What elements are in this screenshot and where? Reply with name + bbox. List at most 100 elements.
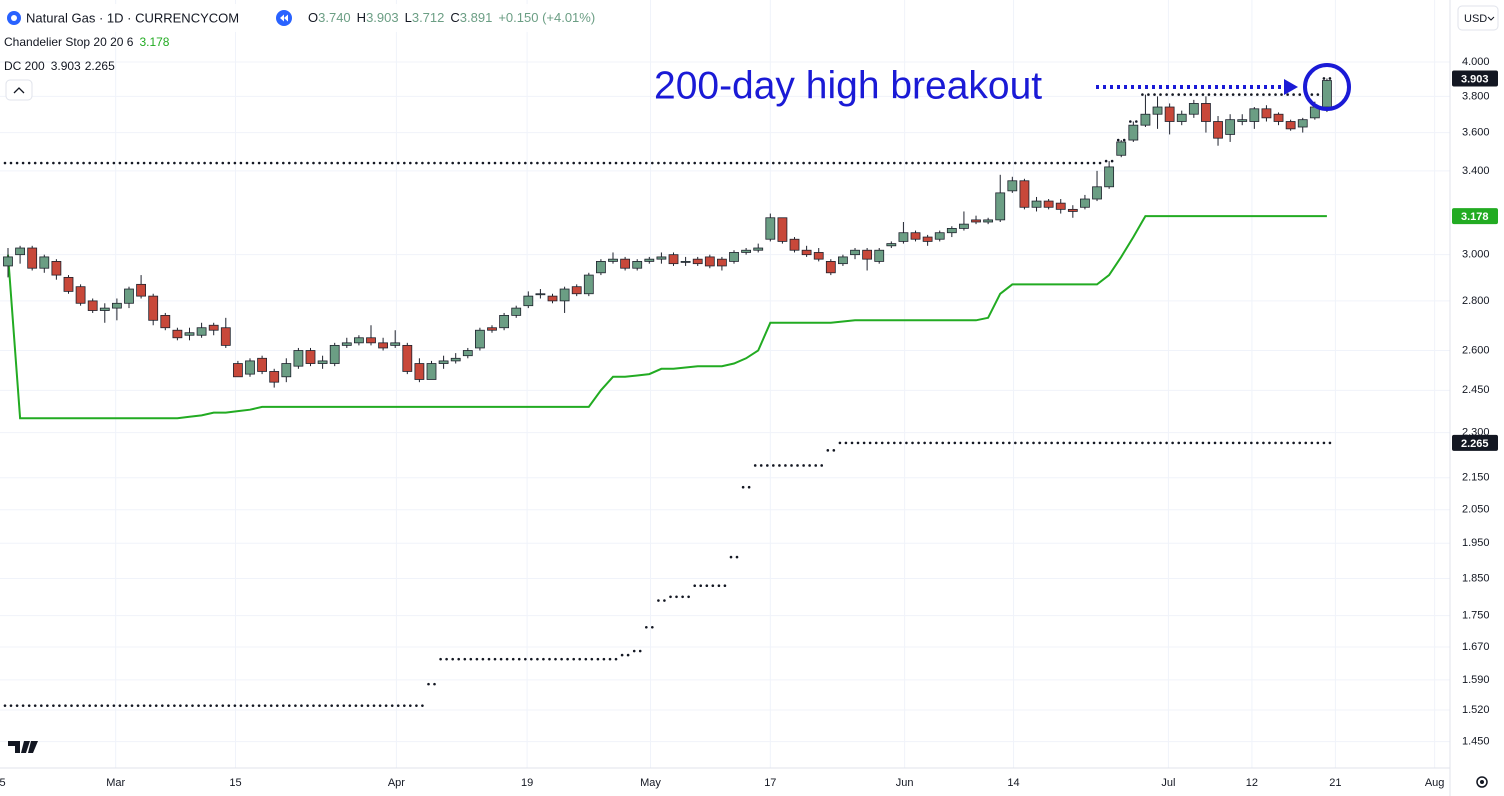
ohlc-value: +0.150 (+4.01%) <box>498 10 595 25</box>
indicator-dot <box>505 161 509 165</box>
currency-button[interactable] <box>1457 5 1499 31</box>
indicator-dot <box>1237 441 1241 445</box>
indicator-dot <box>64 161 67 165</box>
indicator-dot <box>421 704 424 707</box>
indicator-dot <box>1189 93 1193 96</box>
candle-body <box>329 344 340 364</box>
indicator-dot <box>711 584 715 588</box>
indicator-dot <box>1201 93 1205 96</box>
indicator-dot <box>499 657 503 661</box>
candle-body <box>971 219 981 223</box>
indicator-dot <box>1008 441 1011 445</box>
indicator-dot <box>1080 161 1084 165</box>
candle-body <box>825 261 836 274</box>
indicator-dot <box>989 441 993 445</box>
indicator-dot <box>257 161 261 165</box>
indicator-dot <box>118 161 122 165</box>
indicator-dot <box>94 161 97 165</box>
indicator-dot <box>281 704 285 707</box>
indicator-dot <box>487 657 491 661</box>
indicator-dot <box>1219 93 1223 96</box>
indicator-dot <box>1062 441 1066 445</box>
indicator-dot <box>1092 161 1096 165</box>
indicator-dot <box>58 161 61 165</box>
indicator-dot <box>772 464 775 467</box>
indicator-dot <box>451 161 455 165</box>
indicator-dot <box>1056 441 1060 445</box>
indicator-dot <box>348 704 352 707</box>
indicator-dot <box>850 161 854 165</box>
indicator-dot <box>445 161 448 165</box>
candle-body <box>63 276 74 292</box>
indicator-dot <box>415 704 418 707</box>
candle-body <box>184 332 195 336</box>
indicator-dot <box>354 161 358 165</box>
indicator-dot <box>602 161 606 165</box>
x-tick-label: 14 <box>1007 777 1019 789</box>
indicator-dot <box>427 682 430 686</box>
candle-body <box>717 258 727 267</box>
collapse-icon <box>13 87 25 94</box>
settings-icon <box>1480 780 1484 784</box>
candle-body <box>232 363 243 378</box>
indicator-dot <box>693 161 697 165</box>
candle-body <box>75 286 86 304</box>
indicator-dot <box>1243 441 1247 445</box>
x-tick-label: Mar <box>106 777 125 789</box>
candle-body <box>535 293 546 296</box>
candle-body <box>3 256 13 267</box>
indicator-legend: DC 200 3.903 2.265 <box>4 59 115 73</box>
indicator-dot <box>838 161 842 165</box>
indicator-dot <box>826 449 830 452</box>
indicator-dot <box>1098 441 1102 445</box>
indicator-dot <box>1213 93 1217 96</box>
candle-body <box>462 350 473 357</box>
indicator-dot <box>941 161 945 165</box>
indicator-dot <box>657 599 660 602</box>
indicator-dot <box>27 161 31 165</box>
indicator-dot <box>832 449 836 452</box>
candle-body <box>438 360 449 364</box>
indicator-dot <box>312 704 315 707</box>
indicator-dot <box>1074 161 1078 165</box>
indicator-dot <box>1328 441 1332 445</box>
indicator-dot <box>372 704 376 707</box>
indicator-dot <box>384 161 388 165</box>
candle-body <box>934 232 945 240</box>
indicator-dot <box>681 595 684 599</box>
indicator-dot <box>511 161 515 165</box>
indicator-dot <box>1268 441 1271 445</box>
indicator-dot <box>294 161 297 165</box>
collapse-button[interactable] <box>5 79 33 101</box>
indicator-dot <box>142 161 146 165</box>
settings-button[interactable] <box>1476 776 1488 788</box>
indicator-dot <box>1195 441 1199 445</box>
indicator-dot <box>1104 159 1108 163</box>
indicator-dot <box>191 704 194 707</box>
indicator-dot <box>1159 441 1162 445</box>
indicator-dot <box>1032 161 1035 165</box>
indicator-dot <box>1171 441 1174 445</box>
indicator-dot <box>257 704 261 707</box>
indicator-dot <box>844 441 848 445</box>
indicator-dot <box>856 161 860 165</box>
indicator-dot <box>1310 93 1314 96</box>
ohlc-value: 3.903 <box>366 10 399 25</box>
indicator-dot <box>433 161 436 165</box>
candle-body <box>220 327 231 346</box>
indicator-dot <box>1286 93 1289 96</box>
indicator-dot <box>1080 441 1084 445</box>
indicator-dot <box>784 161 787 165</box>
candle-body <box>1225 119 1236 135</box>
indicator-dot <box>929 161 932 165</box>
candle-body <box>886 243 897 247</box>
candle-body <box>813 252 824 260</box>
indicator-dot <box>433 682 436 686</box>
indicator-dot <box>499 161 503 165</box>
indicator-dot <box>923 441 926 445</box>
indicator-dot <box>1280 93 1283 96</box>
y-tick-label: 2.600 <box>1462 344 1490 356</box>
indicator-dot <box>112 704 116 707</box>
indicator-dot <box>935 441 939 445</box>
indicator-dot <box>384 704 388 707</box>
